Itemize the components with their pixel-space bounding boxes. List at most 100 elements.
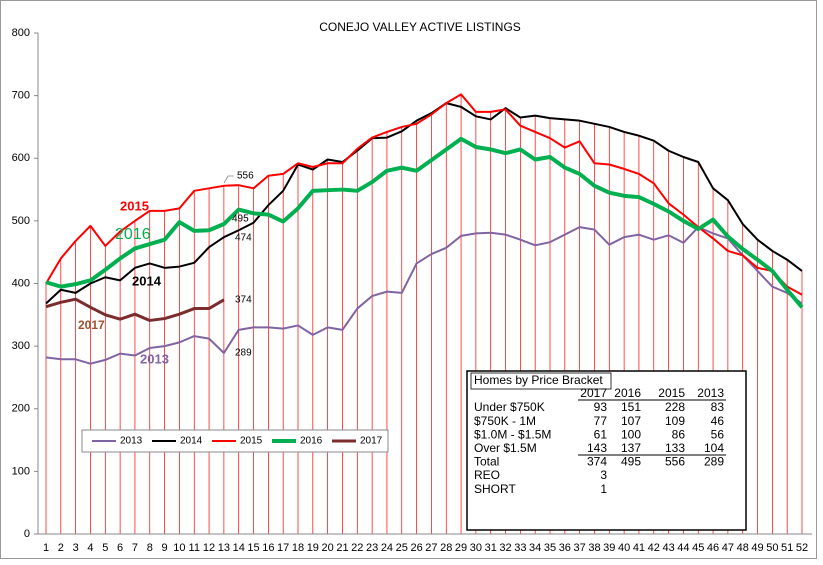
x-tick-label: 35 bbox=[544, 542, 556, 554]
table-title-box bbox=[470, 372, 612, 390]
y-tick-label: 800 bbox=[12, 27, 30, 39]
table-row-label: $750K - 1M bbox=[474, 414, 536, 428]
table-row-label: REO bbox=[474, 468, 500, 482]
x-tick-label: 43 bbox=[662, 542, 674, 554]
x-tick-label: 24 bbox=[381, 542, 393, 554]
x-tick-label: 31 bbox=[485, 542, 497, 554]
series-annotation: 2017 bbox=[78, 318, 105, 332]
table-row-label: $1.0M - $1.5M bbox=[474, 427, 551, 441]
table-cell: 137 bbox=[621, 441, 641, 455]
x-tick-label: 47 bbox=[722, 542, 734, 554]
legend-label: 2014 bbox=[180, 436, 203, 447]
x-tick-label: 32 bbox=[499, 542, 511, 554]
table-column-header: 2016 bbox=[614, 386, 641, 400]
x-tick-label: 19 bbox=[307, 542, 319, 554]
x-tick-label: 33 bbox=[514, 542, 526, 554]
series-line bbox=[45, 93, 803, 296]
y-tick-label: 200 bbox=[12, 403, 30, 415]
table-cell: 3 bbox=[600, 468, 607, 482]
x-tick-label: 42 bbox=[648, 542, 660, 554]
table-cell: 151 bbox=[621, 400, 641, 414]
x-tick-label: 17 bbox=[277, 542, 289, 554]
x-tick-label: 14 bbox=[233, 542, 245, 554]
series-line bbox=[45, 102, 803, 305]
x-tick-label: 52 bbox=[796, 542, 808, 554]
x-tick-label: 21 bbox=[336, 542, 348, 554]
table-cell: 495 bbox=[621, 455, 641, 469]
legend-label: 2016 bbox=[300, 436, 323, 447]
x-tick-label: 12 bbox=[203, 542, 215, 554]
x-tick-label: 29 bbox=[455, 542, 467, 554]
y-tick-label: 400 bbox=[12, 277, 30, 289]
table-title: Homes by Price Bracket bbox=[474, 373, 603, 387]
x-tick-label: 11 bbox=[189, 542, 200, 554]
x-tick-label: 20 bbox=[322, 542, 334, 554]
series-annotation: 2016 bbox=[115, 226, 151, 243]
x-tick-label: 45 bbox=[692, 542, 704, 554]
table-cell: 143 bbox=[587, 441, 607, 455]
table-cell: 46 bbox=[711, 414, 725, 428]
table-row-label: Total bbox=[474, 455, 499, 469]
table-row-label: SHORT bbox=[474, 482, 516, 496]
data-label: 374 bbox=[235, 295, 252, 306]
table-column-header: 2017 bbox=[580, 386, 607, 400]
series-line bbox=[45, 297, 225, 322]
table-cell: 86 bbox=[672, 427, 686, 441]
x-tick-label: 10 bbox=[173, 542, 185, 554]
table-cell: 556 bbox=[665, 455, 685, 469]
x-tick-label: 41 bbox=[633, 542, 645, 554]
table-row-label: Under $750K bbox=[474, 400, 545, 414]
table-cell: 61 bbox=[594, 427, 608, 441]
x-tick-label: 18 bbox=[292, 542, 304, 554]
x-tick-label: 27 bbox=[425, 542, 437, 554]
table-cell: 107 bbox=[621, 414, 641, 428]
x-tick-label: 1 bbox=[43, 542, 49, 554]
x-tick-label: 44 bbox=[677, 542, 689, 554]
x-tick-label: 28 bbox=[440, 542, 452, 554]
series-annotation: 2014 bbox=[132, 273, 162, 288]
chart-title: CONEJO VALLEY ACTIVE LISTINGS bbox=[319, 20, 521, 34]
x-tick-label: 23 bbox=[366, 542, 378, 554]
table-cell: 83 bbox=[711, 400, 725, 414]
x-tick-label: 8 bbox=[147, 542, 153, 554]
legend-label: 2013 bbox=[120, 436, 143, 447]
legend-label: 2015 bbox=[240, 436, 263, 447]
x-tick-label: 36 bbox=[559, 542, 571, 554]
x-tick-label: 13 bbox=[218, 542, 230, 554]
data-label: 474 bbox=[235, 233, 252, 244]
x-tick-label: 22 bbox=[351, 542, 363, 554]
table-row-label: Over $1.5M bbox=[474, 441, 537, 455]
series-annotation: 2013 bbox=[140, 351, 169, 366]
table-column-header: 2015 bbox=[658, 386, 685, 400]
data-label: 556 bbox=[237, 171, 254, 182]
label-leader bbox=[223, 175, 234, 184]
x-tick-label: 15 bbox=[247, 542, 259, 554]
x-tick-label: 37 bbox=[574, 542, 586, 554]
x-tick-label: 51 bbox=[781, 542, 793, 554]
x-tick-label: 3 bbox=[73, 542, 79, 554]
series-line bbox=[45, 136, 804, 309]
table-column-header: 2013 bbox=[697, 386, 724, 400]
series-line bbox=[45, 226, 803, 365]
x-tick-label: 48 bbox=[737, 542, 749, 554]
x-tick-label: 50 bbox=[766, 542, 778, 554]
x-tick-label: 2 bbox=[58, 542, 64, 554]
x-tick-label: 5 bbox=[102, 542, 108, 554]
x-tick-label: 25 bbox=[396, 542, 408, 554]
table-cell: 77 bbox=[594, 414, 608, 428]
y-tick-label: 600 bbox=[12, 152, 30, 164]
table-cell: 100 bbox=[621, 427, 641, 441]
legend-label: 2017 bbox=[360, 436, 383, 447]
table-cell: 1 bbox=[600, 482, 607, 496]
series-annotation: 2015 bbox=[120, 198, 149, 213]
x-tick-label: 40 bbox=[618, 542, 630, 554]
y-tick-label: 700 bbox=[12, 90, 30, 102]
table-box bbox=[466, 370, 747, 531]
x-tick-label: 9 bbox=[162, 542, 168, 554]
x-tick-label: 26 bbox=[410, 542, 422, 554]
x-tick-label: 30 bbox=[470, 542, 482, 554]
x-tick-label: 16 bbox=[262, 542, 274, 554]
x-tick-label: 46 bbox=[707, 542, 719, 554]
